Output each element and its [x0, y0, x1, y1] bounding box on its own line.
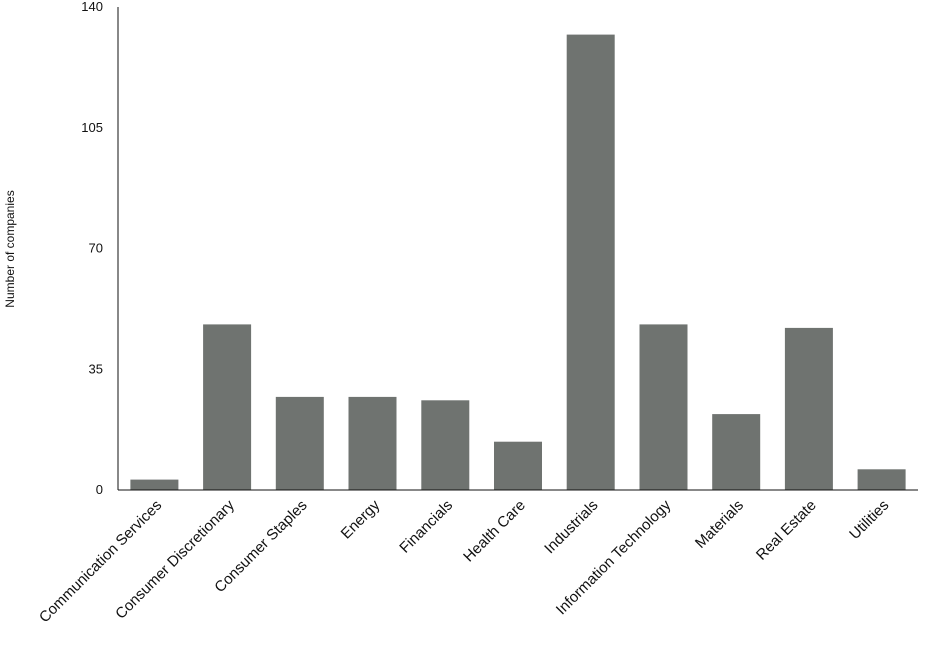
y-axis-ticks: 0 35 70 105 140 [81, 0, 103, 497]
bar [348, 396, 397, 490]
bar [566, 34, 615, 490]
bar [130, 479, 179, 490]
bar [712, 414, 761, 490]
x-category-label: Health Care [460, 497, 529, 566]
x-category-label: Materials [692, 497, 747, 552]
y-tick-label: 70 [89, 241, 103, 256]
bar [421, 400, 470, 490]
x-category-label: Industrials [541, 497, 601, 557]
bar [275, 396, 324, 490]
x-category-label: Utilities [846, 497, 892, 543]
y-tick-label: 140 [81, 0, 103, 14]
y-tick-label: 0 [96, 482, 103, 497]
bar [203, 324, 252, 490]
bar [784, 327, 833, 490]
x-category-label: Communication Services [36, 497, 165, 626]
y-tick-label: 105 [81, 120, 103, 135]
x-category-label: Energy [338, 496, 384, 542]
bar [639, 324, 688, 490]
y-tick-label: 35 [89, 361, 103, 376]
bars-group [130, 34, 906, 490]
x-category-label: Real Estate [753, 497, 820, 564]
x-category-label: Financials [396, 497, 456, 557]
bar [857, 469, 906, 490]
bar [494, 441, 542, 490]
y-axis-title: Number of companies [3, 190, 17, 307]
x-category-label: Consumer Discretionary [112, 496, 238, 622]
